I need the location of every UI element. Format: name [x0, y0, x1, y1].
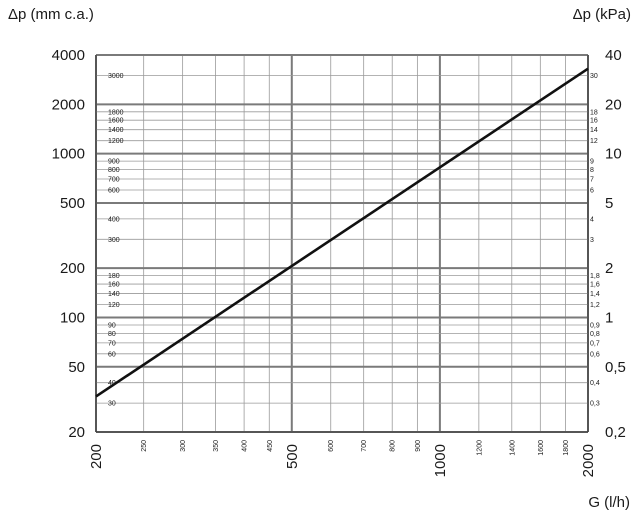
- y-right-minor-tick-label: 4: [590, 216, 594, 223]
- y-left-minor-tick-label: 700: [108, 177, 120, 184]
- y-left-major-tick-label: 200: [60, 260, 85, 277]
- x-minor-tick-label: 1200: [476, 440, 483, 456]
- x-minor-tick-label: 450: [267, 440, 274, 452]
- x-minor-tick-label: 300: [180, 440, 187, 452]
- x-minor-tick-label: 250: [141, 440, 148, 452]
- y-right-minor-tick-label: 8: [590, 167, 594, 174]
- y-right-major-tick-label: 0,2: [605, 424, 626, 441]
- y-left-minor-tick-label: 70: [108, 340, 116, 347]
- y-right-minor-tick-label: 0,6: [590, 351, 600, 358]
- y-left-minor-tick-label: 400: [108, 216, 120, 223]
- y-left-axis-title: Δp (mm c.a.): [8, 6, 94, 23]
- y-right-minor-tick-label: 1,4: [590, 291, 600, 298]
- y-right-minor-tick-label: 0,7: [590, 340, 600, 347]
- y-left-minor-tick-label: 800: [108, 167, 120, 174]
- x-minor-tick-label: 600: [328, 440, 335, 452]
- x-minor-tick-label: 1800: [563, 440, 570, 456]
- y-right-minor-tick-label: 1,2: [590, 302, 600, 309]
- y-left-major-tick-label: 2000: [52, 96, 85, 113]
- series-line: [95, 67, 589, 398]
- x-major-tick-label: 2000: [580, 444, 597, 477]
- y-left-minor-tick-label: 120: [108, 302, 120, 309]
- y-left-minor-tick-label: 40: [108, 380, 116, 387]
- x-minor-tick-label: 400: [242, 440, 249, 452]
- x-minor-tick-label: 350: [213, 440, 220, 452]
- y-left-major-tick-label: 1000: [52, 146, 85, 163]
- x-axis-title: G (l/h): [588, 494, 630, 511]
- y-right-minor-tick-label: 7: [590, 177, 594, 184]
- y-left-minor-tick-label: 60: [108, 351, 116, 358]
- y-right-major-tick-label: 40: [605, 47, 622, 64]
- x-minor-tick-label: 900: [415, 440, 422, 452]
- y-left-minor-tick-label: 1400: [108, 127, 124, 134]
- y-left-minor-tick-label: 1800: [108, 109, 124, 116]
- y-right-minor-tick-label: 1,8: [590, 273, 600, 280]
- x-minor-tick-label: 1400: [509, 440, 516, 456]
- axes: [95, 55, 589, 433]
- y-right-axis-title: Δp (kPa): [572, 6, 631, 23]
- y-right-minor-tick-label: 16: [590, 118, 598, 125]
- y-right-minor-tick-label: 30: [590, 73, 598, 80]
- y-left-minor-tick-label: 3000: [108, 73, 124, 80]
- x-major-tick-label: 1000: [432, 444, 449, 477]
- y-right-major-tick-label: 10: [605, 146, 622, 163]
- y-left-minor-tick-label: 900: [108, 159, 120, 166]
- x-minor-tick-label: 800: [390, 440, 397, 452]
- y-right-major-tick-label: 20: [605, 96, 622, 113]
- x-minor-tick-label: 700: [361, 440, 368, 452]
- y-left-major-tick-label: 4000: [52, 47, 85, 64]
- y-right-minor-tick-label: 6: [590, 187, 594, 194]
- y-right-minor-tick-label: 0,8: [590, 331, 600, 338]
- y-right-minor-tick-label: 18: [590, 109, 598, 116]
- x-major-tick-label: 500: [284, 444, 301, 469]
- y-left-minor-tick-label: 140: [108, 291, 120, 298]
- x-minor-tick-label: 1600: [538, 440, 545, 456]
- y-left-minor-tick-label: 600: [108, 187, 120, 194]
- tick-labels: 2050100200500100020004000304060708090120…: [52, 47, 626, 477]
- y-left-minor-tick-label: 160: [108, 282, 120, 289]
- y-left-major-tick-label: 50: [68, 359, 85, 376]
- y-right-major-tick-label: 5: [605, 195, 613, 212]
- y-left-minor-tick-label: 300: [108, 237, 120, 244]
- y-right-minor-tick-label: 1,6: [590, 282, 600, 289]
- y-right-minor-tick-label: 0,3: [590, 401, 600, 408]
- grid: [95, 54, 589, 433]
- series-group: [95, 67, 589, 398]
- y-right-minor-tick-label: 9: [590, 159, 594, 166]
- y-right-major-tick-label: 2: [605, 260, 613, 277]
- y-left-major-tick-label: 100: [60, 309, 85, 326]
- y-right-major-tick-label: 0,5: [605, 359, 626, 376]
- y-right-minor-tick-label: 0,9: [590, 322, 600, 329]
- y-right-minor-tick-label: 12: [590, 138, 598, 145]
- y-right-minor-tick-label: 14: [590, 127, 598, 134]
- y-left-major-tick-label: 20: [68, 424, 85, 441]
- y-left-minor-tick-label: 30: [108, 401, 116, 408]
- y-right-minor-tick-label: 0,4: [590, 380, 600, 387]
- y-right-major-tick-label: 1: [605, 309, 613, 326]
- y-right-minor-tick-label: 3: [590, 237, 594, 244]
- y-left-minor-tick-label: 1600: [108, 118, 124, 125]
- y-left-major-tick-label: 500: [60, 195, 85, 212]
- y-left-minor-tick-label: 1200: [108, 138, 124, 145]
- y-left-minor-tick-label: 80: [108, 331, 116, 338]
- y-left-minor-tick-label: 180: [108, 273, 120, 280]
- x-major-tick-label: 200: [88, 444, 105, 469]
- y-left-minor-tick-label: 90: [108, 322, 116, 329]
